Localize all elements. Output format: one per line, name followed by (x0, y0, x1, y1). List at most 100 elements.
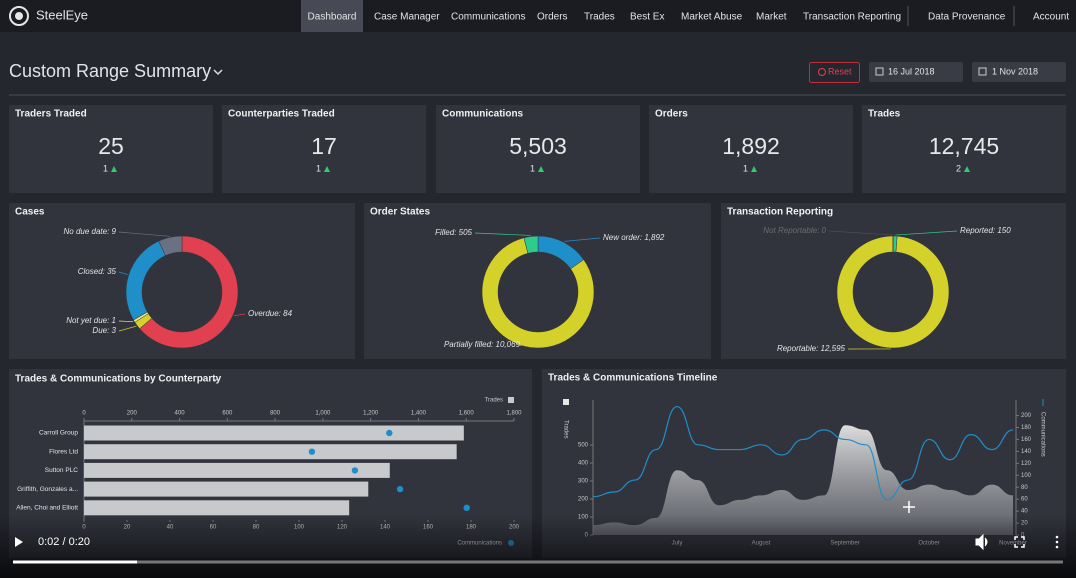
nav-item[interactable]: Case Manager (374, 12, 440, 23)
kpi-label: Traders Traded (15, 109, 87, 120)
kpi-label: Communications (442, 109, 524, 120)
panel-title: Trades & Communications Timeline (548, 373, 718, 384)
nav-item[interactable]: Dashboard (308, 12, 357, 23)
end-date[interactable]: 1 Nov 2018 (992, 66, 1038, 76)
segment-label: Partially filled: 10,069 (444, 340, 521, 349)
kpi-card (436, 105, 640, 193)
start-date-button[interactable] (869, 62, 963, 82)
y2-tick-label: 180 (1021, 425, 1032, 431)
kpi-change: 1 (530, 163, 535, 173)
y2-tick-label: 160 (1021, 437, 1032, 443)
donut-segment (523, 235, 539, 254)
category-label: Allen, Choi and Elliott (16, 505, 78, 512)
donut-segment (481, 237, 595, 349)
nav-item[interactable]: Transaction Reporting (803, 12, 901, 23)
nav-active (301, 0, 363, 32)
dropdown-chevron[interactable] (213, 69, 223, 76)
segment-label: Not Reportable: 0 (763, 226, 826, 235)
legend-swatch (563, 399, 569, 405)
logo-dot (15, 12, 23, 20)
leader-line (518, 344, 524, 346)
volume-button[interactable] (975, 533, 988, 551)
y2-tick-label: 120 (1021, 461, 1032, 467)
reset-button[interactable] (809, 62, 860, 83)
dot (386, 429, 393, 437)
y-tick-label: 500 (578, 443, 589, 449)
leader-line (564, 237, 601, 242)
start-date[interactable]: 16 Jul 2018 (888, 66, 935, 76)
legend-label: Trades (485, 398, 503, 404)
bar (84, 425, 464, 441)
kpi-change: 1 (103, 163, 108, 173)
y2-axis-label: Communications (1039, 412, 1045, 457)
nav-item[interactable]: Trades (584, 12, 615, 23)
bar (84, 462, 390, 478)
trend-up (538, 166, 544, 172)
leader-line (474, 232, 531, 236)
nav-item[interactable]: Market (756, 12, 787, 23)
kpi-value: 17 (311, 133, 337, 159)
x-tick-label: 600 (222, 411, 233, 417)
donut-segment (139, 235, 239, 349)
kpi-card (9, 105, 213, 193)
panel-title: Order States (370, 207, 430, 218)
leader-line (233, 313, 246, 317)
nav-bar (0, 0, 1076, 32)
kpi-card (862, 105, 1066, 193)
nav-item[interactable]: Orders (537, 12, 568, 23)
bar (84, 500, 350, 516)
nav-item[interactable]: Communications (451, 12, 525, 23)
bar (84, 444, 457, 460)
segment-label: Not yet due: 1 (66, 316, 116, 325)
leader-line (118, 325, 137, 332)
trend-up (964, 166, 970, 172)
panel-title: Cases (15, 207, 45, 218)
menu-dot[interactable] (1055, 545, 1059, 549)
menu-dot[interactable] (1055, 535, 1059, 539)
end-date-button[interactable] (972, 62, 1066, 82)
brand[interactable]: SteelEye (36, 7, 88, 22)
play-button[interactable] (15, 537, 23, 547)
leader-line (118, 271, 128, 275)
bar (84, 481, 369, 497)
segment-label: Filled: 505 (435, 228, 472, 237)
dot (463, 504, 470, 511)
leader-line (828, 230, 894, 236)
video-overlay (0, 515, 1076, 578)
leader-line (118, 320, 134, 323)
y2-tick-label: 100 (1021, 473, 1032, 479)
kpi-change: 2 (956, 163, 961, 173)
trend-up (111, 166, 117, 172)
logo (9, 6, 29, 26)
kpi-change: 1 (316, 163, 321, 173)
x-tick-label: 1,600 (459, 411, 475, 417)
kpi-label: Orders (655, 109, 688, 120)
kpi-card (649, 105, 853, 193)
segment-label: New order: 1,892 (603, 233, 665, 242)
kpi-value: 1,892 (722, 133, 780, 159)
nav-item[interactable]: Best Ex (630, 12, 664, 23)
y2-tick-label: 60 (1021, 497, 1028, 503)
x-tick-label: 400 (175, 411, 186, 417)
cursor (903, 501, 915, 513)
x-tick-label: 1,200 (363, 411, 379, 417)
nav-item[interactable]: Data Provenance (928, 12, 1006, 23)
kpi-value: 12,745 (929, 133, 999, 159)
reset-label[interactable]: Reset (828, 66, 852, 76)
kpi-label: Counterparties Traded (228, 109, 335, 120)
y2-tick-label: 80 (1021, 485, 1028, 491)
trend-up (324, 166, 330, 172)
panel-title: Trades & Communications by Counterparty (15, 374, 222, 385)
nav-item[interactable]: Account (1033, 12, 1069, 23)
fullscreen-button[interactable] (1014, 536, 1025, 548)
nav-item[interactable]: Market Abuse (681, 12, 743, 23)
kpi-card (222, 105, 426, 193)
dropdown-chevron[interactable] (212, 377, 219, 382)
dot (308, 448, 316, 455)
menu-dot[interactable] (1055, 540, 1059, 544)
page-title[interactable]: Custom Range Summary (9, 61, 211, 81)
dot (351, 467, 359, 474)
panel-title: Transaction Reporting (727, 207, 833, 218)
y2-tick-label: 200 (1021, 413, 1032, 419)
category-label: Flores Ltd (49, 448, 78, 455)
